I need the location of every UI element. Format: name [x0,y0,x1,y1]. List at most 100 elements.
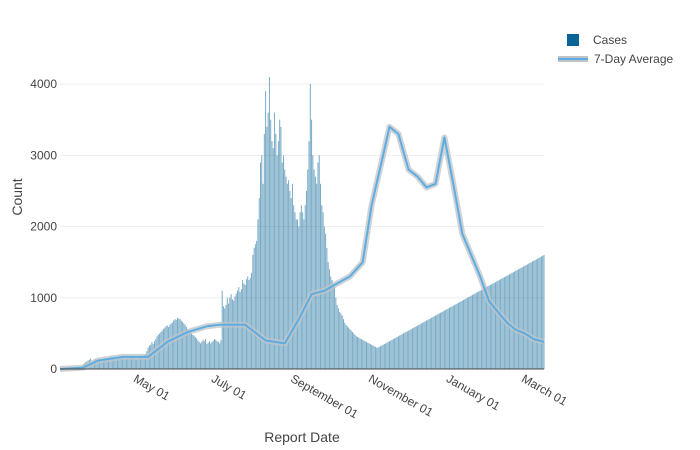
cases-bar [344,322,346,369]
cases-bar [308,141,310,369]
cases-bar [234,296,236,369]
cases-bar [498,279,500,369]
cases-bar [128,355,130,369]
cases-bar [279,119,281,369]
cases-bar [318,155,320,369]
legend-item-average[interactable]: 7-Day Average [558,49,673,68]
cases-bar [483,288,485,369]
cases-bar [437,314,439,369]
cases-bar [381,345,383,369]
cases-bar [196,338,198,369]
cases-bar [492,283,494,369]
cases-bar [216,341,218,369]
cases-bar [336,304,338,369]
cases-bar [459,302,461,369]
cases-bar [256,240,258,369]
cases-bar [526,264,528,369]
cases-bar [385,343,387,369]
cases-bar [377,347,379,369]
cases-bar [378,346,380,369]
cases-bar [340,313,342,369]
cases-bar [116,359,118,369]
cases-bar [457,302,459,369]
legend-item-cases[interactable]: Cases [558,30,673,49]
cases-bar [429,318,431,369]
cases-bar [212,340,214,369]
cases-bar [486,287,488,369]
cases-bar [207,342,209,369]
cases-bar [537,258,539,369]
cases-bar [510,273,512,369]
cases-bar [445,309,447,369]
cases-bar [345,324,347,369]
cases-bar [530,262,532,369]
cases-bar [463,299,465,369]
cases-bar [162,329,164,369]
cases-bar [275,133,277,369]
cases-bar [106,360,108,369]
cases-bar [525,265,527,369]
cases-bar [302,212,304,369]
cases-bar [201,341,203,369]
x-tick-label: January 01 [444,371,503,413]
cases-bar [365,341,367,369]
cases-bar [268,76,270,370]
cases-bar [131,357,133,369]
cases-bar [280,126,282,369]
cases-bar [388,341,390,369]
cases-bar [419,324,421,369]
cases-bar [185,326,187,369]
cases-bar [238,287,240,369]
legend-label-average: 7-Day Average [594,51,674,66]
cases-bar [489,284,491,369]
cases-bar [482,289,484,369]
cases-bar [447,308,449,369]
cases-bar [96,362,98,369]
cases-bar [380,346,382,369]
cases-bar [257,219,259,369]
cases-bar [299,212,301,369]
cases-bar [222,306,224,369]
cases-bar [298,226,300,369]
cases-bar [520,267,522,369]
cases-bar [189,331,191,369]
cases-bar [372,345,374,369]
cases-bar [512,272,514,369]
cases-bar [169,324,171,369]
cases-bar [460,301,462,369]
cases-bar [309,84,311,369]
cases-bar [334,287,336,369]
cases-bar [475,292,477,369]
average-line [59,125,545,370]
cases-bar [446,309,448,369]
cases-bar [109,357,111,369]
cases-bar [143,354,145,369]
cases-bar [114,356,116,369]
cases-bar [270,119,272,369]
cases-bar [374,346,376,369]
y-tick-label: 1000 [30,291,57,305]
cases-bar [125,358,127,369]
legend: Cases 7-Day Average [558,30,673,68]
cases-bar [254,244,256,369]
cases-bar [272,148,274,369]
cases-bar [538,257,540,369]
cases-bar [349,329,351,369]
cases-bar [461,300,463,369]
cases-bar [108,358,110,369]
cases-bar [440,312,442,369]
cases-bar [341,315,343,369]
cases-bar [502,277,504,369]
cases-bar [194,336,196,369]
cases-bar [358,337,360,369]
cases-bar [471,294,473,369]
cases-bar [321,205,323,369]
cases-bar [470,295,472,369]
cases-bar [523,266,525,369]
cases-bar [477,292,479,369]
cases-bar [488,285,490,369]
cases-bar [231,299,233,369]
cases-bar [276,155,278,369]
cases-bar [184,324,186,369]
cases-bar [535,259,537,369]
